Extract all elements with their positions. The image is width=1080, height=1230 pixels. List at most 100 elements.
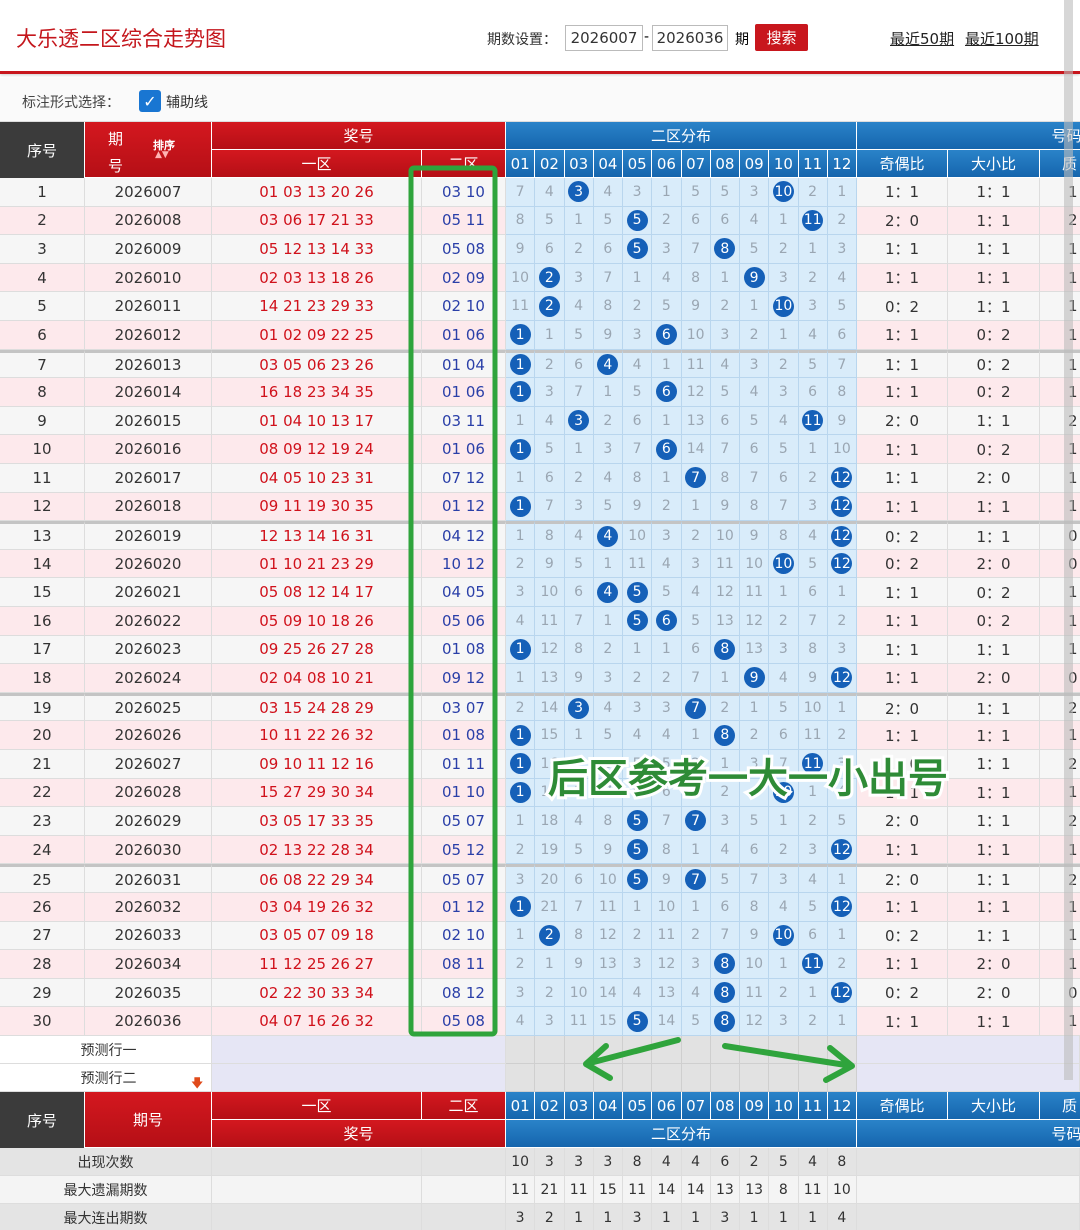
- dist-cell: 10: [506, 263, 536, 293]
- back-numbers: 07 12: [422, 464, 506, 493]
- predict-front: [212, 1064, 506, 1092]
- hit-ball: 1: [509, 495, 531, 517]
- predict-cell[interactable]: [652, 1064, 682, 1092]
- dist-cell: 5: [564, 835, 594, 865]
- dist-cell: 5: [710, 378, 740, 407]
- period-from-input[interactable]: 2026007: [565, 25, 643, 51]
- miss-count: 9: [808, 669, 818, 686]
- zhi-cell: 1: [1040, 835, 1080, 865]
- miss-count: 10: [657, 898, 676, 915]
- dist-cell: 1: [506, 893, 536, 922]
- predict-cell[interactable]: [564, 1064, 594, 1092]
- dist-cell: 9: [593, 321, 623, 350]
- predict-cell[interactable]: [593, 1036, 623, 1064]
- dist-cell: 4: [593, 464, 623, 493]
- predict-cell[interactable]: [623, 1036, 653, 1064]
- dist-cell: 1: [506, 635, 536, 665]
- miss-count: 2: [808, 1013, 818, 1030]
- miss-count: 2: [778, 984, 788, 1001]
- issue-cell: 2026014: [85, 378, 212, 407]
- predict-cell[interactable]: [798, 1064, 828, 1092]
- issue-cell: 2026022: [85, 607, 212, 636]
- miss-count: 12: [715, 584, 734, 601]
- dist-cell: 4: [681, 578, 711, 607]
- zhi-cell: 1: [1040, 235, 1080, 264]
- search-button[interactable]: 搜索: [755, 24, 808, 51]
- dist-cell: 9: [564, 664, 594, 693]
- predict-cell[interactable]: [681, 1064, 711, 1092]
- dist-cell: 12: [827, 549, 857, 579]
- footer-prize: 奖号: [212, 1120, 506, 1148]
- front-numbers: 05 12 13 14 33: [212, 235, 422, 264]
- miss-count: 1: [515, 927, 525, 944]
- miss-count: 11: [569, 1013, 588, 1030]
- miss-count: 6: [574, 356, 584, 373]
- predict-cell[interactable]: [564, 1036, 594, 1064]
- checkbox[interactable]: ✓: [139, 90, 161, 112]
- dist-cell: 4: [593, 521, 623, 550]
- front-numbers: 14 21 23 29 33: [212, 292, 422, 321]
- predict-cell[interactable]: [652, 1036, 682, 1064]
- predict-arrow: 🡇: [191, 1076, 204, 1090]
- back-numbers: 01 06: [422, 435, 506, 464]
- dist-cell: 7: [710, 435, 740, 464]
- predict-cell[interactable]: [769, 1036, 799, 1064]
- dist-cell: 12: [827, 893, 857, 922]
- stat-blank: [422, 1204, 506, 1230]
- predict-cell[interactable]: [535, 1064, 565, 1092]
- issue-cell: 2026027: [85, 750, 212, 779]
- front-numbers: 03 15 24 28 29: [212, 692, 422, 722]
- miss-count: 5: [778, 700, 788, 717]
- miss-count: 6: [778, 469, 788, 486]
- hit-ball: 8: [714, 638, 736, 660]
- miss-count: 1: [661, 412, 671, 429]
- predict-cell[interactable]: [506, 1036, 536, 1064]
- predict-cell[interactable]: [827, 1064, 857, 1092]
- stat-value: 1: [798, 1204, 828, 1230]
- miss-count: 5: [544, 212, 554, 229]
- predict-cell[interactable]: [710, 1036, 740, 1064]
- predict-cell[interactable]: [593, 1064, 623, 1092]
- quick-link[interactable]: 最近50期: [890, 30, 955, 48]
- miss-count: 3: [515, 984, 525, 1001]
- miss-count: 3: [691, 784, 701, 801]
- front-numbers: 04 05 10 23 31: [212, 464, 422, 493]
- quick-link[interactable]: 最近100期: [965, 30, 1039, 48]
- dist-cell: 1: [652, 464, 682, 493]
- predict-cell[interactable]: [623, 1064, 653, 1092]
- miss-count: 4: [661, 269, 671, 286]
- dist-cell: 1: [827, 578, 857, 607]
- dist-cell: 3: [564, 492, 594, 522]
- dist-cell: 5: [827, 292, 857, 321]
- predict-cell[interactable]: [769, 1064, 799, 1092]
- issue-cell: 2026007: [85, 178, 212, 207]
- dist-cell: 2: [798, 1007, 828, 1036]
- dist-cell: 3: [827, 635, 857, 665]
- predict-cell[interactable]: [681, 1036, 711, 1064]
- front-numbers: 03 06 17 21 33: [212, 206, 422, 236]
- predict-cell[interactable]: [506, 1064, 536, 1092]
- sort-button[interactable]: 排序: [153, 139, 175, 152]
- miss-count: 10: [686, 326, 705, 343]
- predict-cell[interactable]: [740, 1036, 770, 1064]
- period-to-input[interactable]: 2026036: [652, 25, 728, 51]
- predict-cell[interactable]: [740, 1064, 770, 1092]
- dist-cell: 5: [740, 406, 770, 436]
- stat-value: 14: [681, 1176, 711, 1204]
- predict-cell[interactable]: [827, 1036, 857, 1064]
- front-numbers: 03 05 06 23 26: [212, 349, 422, 379]
- seq-cell: 20: [0, 721, 85, 750]
- miss-count: 6: [661, 784, 671, 801]
- predict-cell[interactable]: [535, 1036, 565, 1064]
- dist-cell: 7: [681, 864, 711, 893]
- miss-count: 5: [720, 383, 730, 400]
- dist-cell: 11: [740, 978, 770, 1008]
- predict-cell[interactable]: [798, 1036, 828, 1064]
- miss-count: 6: [691, 641, 701, 658]
- predict-cell[interactable]: [710, 1064, 740, 1092]
- miss-count: 11: [540, 612, 559, 629]
- miss-count: 4: [691, 584, 701, 601]
- dist-cell: 6: [535, 235, 565, 264]
- dist-cell: 12: [652, 950, 682, 979]
- back-numbers: 05 12: [422, 835, 506, 865]
